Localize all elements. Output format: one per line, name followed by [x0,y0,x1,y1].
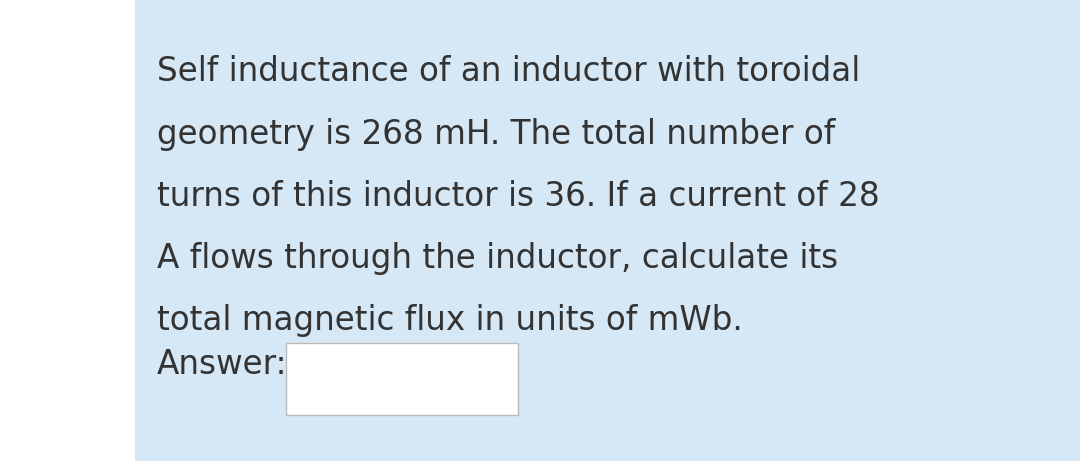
FancyBboxPatch shape [286,343,518,415]
Text: geometry is 268 mH. The total number of: geometry is 268 mH. The total number of [157,118,835,151]
Text: Answer:: Answer: [157,348,287,381]
Text: A flows through the inductor, calculate its: A flows through the inductor, calculate … [157,242,838,275]
Text: total magnetic flux in units of mWb.: total magnetic flux in units of mWb. [157,304,742,337]
Text: Self inductance of an inductor with toroidal: Self inductance of an inductor with toro… [157,55,860,89]
Text: turns of this inductor is 36. If a current of 28: turns of this inductor is 36. If a curre… [157,180,879,213]
FancyBboxPatch shape [135,0,1080,461]
